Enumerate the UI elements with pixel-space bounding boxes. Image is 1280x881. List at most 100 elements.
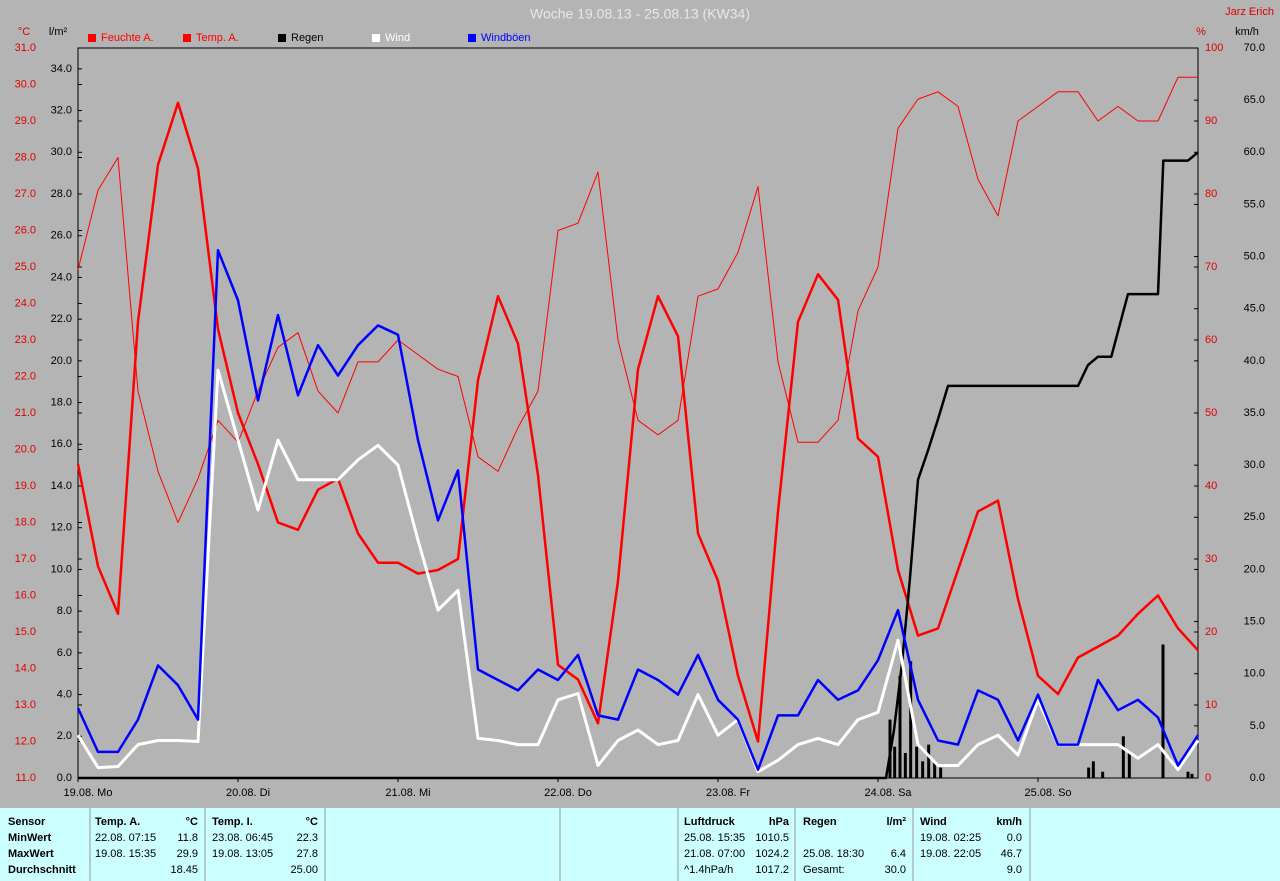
y-tick-label: 22.0 (51, 313, 72, 325)
y-tick-label: 26.0 (15, 224, 36, 236)
column-unit: l/m² (886, 816, 906, 828)
y-tick-label: 23.0 (15, 334, 36, 346)
cell-label: 23.08. 06:45 (212, 832, 273, 844)
cell-value: 0.0 (1007, 832, 1022, 844)
y-tick-label: 10 (1205, 699, 1217, 711)
y-tick-label: 60.0 (1244, 146, 1265, 158)
table-lines (89, 808, 1031, 881)
column-unit: °C (306, 816, 318, 828)
y-tick-label: 30.0 (1244, 459, 1265, 471)
column-title: Regen (803, 816, 837, 828)
y-tick-label: 26.0 (51, 230, 72, 242)
y-tick-label: 16.0 (51, 438, 72, 450)
y-tick-label: 27.0 (15, 188, 36, 200)
y-tick-label: 32.0 (51, 104, 72, 116)
y-tick-label: 0 (1205, 772, 1211, 784)
cell-label: 25.08. 15:35 (684, 832, 745, 844)
y-tick-label: 0.0 (1250, 772, 1265, 784)
y-tick-label: 25.0 (15, 261, 36, 273)
rain-bar (927, 744, 931, 778)
y-tick-label: 17.0 (15, 553, 36, 565)
y-axis-unit: °C (18, 26, 30, 38)
y-tick-label: 12.0 (51, 522, 72, 534)
y-tick-label: 20 (1205, 626, 1217, 638)
y-tick-label: 20.0 (1244, 563, 1265, 575)
x-tick-label: 20.08. Di (226, 787, 270, 799)
rain-bar (1190, 773, 1194, 778)
series-line (76, 249, 1200, 771)
cell-label: 19.08. 02:25 (920, 832, 981, 844)
rain-bar (939, 767, 943, 778)
y-tick-label: 16.0 (15, 589, 36, 601)
x-tick-label: 23.08. Fr (706, 787, 750, 799)
y-tick-label: 14.0 (15, 662, 36, 674)
legend-swatch (278, 34, 286, 42)
rain-bar (1101, 771, 1105, 778)
y-tick-label: 15.0 (1244, 615, 1265, 627)
y-tick-label: 70.0 (1244, 42, 1265, 54)
rain-bar (1121, 736, 1125, 778)
y-tick-label: 70 (1205, 261, 1217, 273)
x-tick-label: 24.08. Sa (864, 787, 912, 799)
plot-area (77, 47, 1199, 779)
cell-value: 1010.5 (755, 832, 789, 844)
legend-swatch (88, 34, 96, 42)
y-tick-label: 24.0 (15, 297, 36, 309)
legend-label: Temp. A. (196, 32, 239, 44)
y-tick-label: 60 (1205, 334, 1217, 346)
rain-bar (1091, 761, 1095, 778)
rain-bar (1127, 752, 1131, 778)
rain-bar (903, 752, 907, 778)
table-corner: Sensor (8, 816, 46, 828)
rain-bar (893, 746, 897, 778)
cell-value: 22.3 (297, 832, 318, 844)
cell-label: 19.08. 22:05 (920, 848, 981, 860)
x-tick-label: 21.08. Mi (385, 787, 430, 799)
y-tick-label: 55.0 (1244, 198, 1265, 210)
credit: Jarz Erich (1225, 6, 1274, 18)
legend-label: Regen (291, 32, 323, 44)
row-label: MinWert (8, 832, 52, 844)
column-title: Luftdruck (684, 816, 736, 828)
y-tick-label: 40.0 (1244, 355, 1265, 367)
y3-axis-unit: l/m² (49, 26, 68, 38)
y-tick-label: 25.0 (1244, 511, 1265, 523)
y-tick-label: 0.0 (57, 772, 72, 784)
cell-value: 1024.2 (755, 848, 789, 860)
y-tick-label: 4.0 (57, 688, 72, 700)
y-tick-label: 21.0 (15, 407, 36, 419)
y-tick-label: 18.0 (15, 516, 36, 528)
y-tick-label: 50.0 (1244, 250, 1265, 262)
row-label: MaxWert (8, 848, 54, 860)
y-tick-label: 22.0 (15, 370, 36, 382)
cell-value: 6.4 (891, 848, 906, 860)
y-tick-label: 90 (1205, 115, 1217, 127)
y-tick-label: 5.0 (1250, 720, 1265, 732)
rain-bar (909, 661, 913, 778)
y-tick-label: 34.0 (51, 63, 72, 75)
cell-value: 29.9 (177, 848, 198, 860)
y-tick-label: 24.0 (51, 271, 72, 283)
y-tick-label: 45.0 (1244, 303, 1265, 315)
y4-axis-unit: km/h (1235, 26, 1259, 38)
rain-bar (933, 761, 937, 778)
legend-label: Feuchte A. (101, 32, 154, 44)
y-tick-label: 30.0 (51, 146, 72, 158)
y-tick-label: 30 (1205, 553, 1217, 565)
column-title: Temp. I. (212, 816, 253, 828)
cell-label: 19.08. 15:35 (95, 848, 156, 860)
y-tick-label: 29.0 (15, 115, 36, 127)
cell-value: 18.45 (170, 864, 198, 876)
y-tick-label: 2.0 (57, 730, 72, 742)
y-tick-label: 100 (1205, 42, 1223, 54)
rain-bar (1161, 644, 1165, 778)
cell-label: 19.08. 13:05 (212, 848, 273, 860)
column-unit: °C (186, 816, 198, 828)
y-tick-label: 28.0 (15, 151, 36, 163)
x-tick-label: 19.08. Mo (64, 787, 113, 799)
y2-axis-unit: % (1196, 26, 1206, 38)
y-tick-label: 6.0 (57, 647, 72, 659)
column-unit: hPa (769, 816, 790, 828)
legend-swatch (183, 34, 191, 42)
rain-bar (1087, 767, 1091, 778)
